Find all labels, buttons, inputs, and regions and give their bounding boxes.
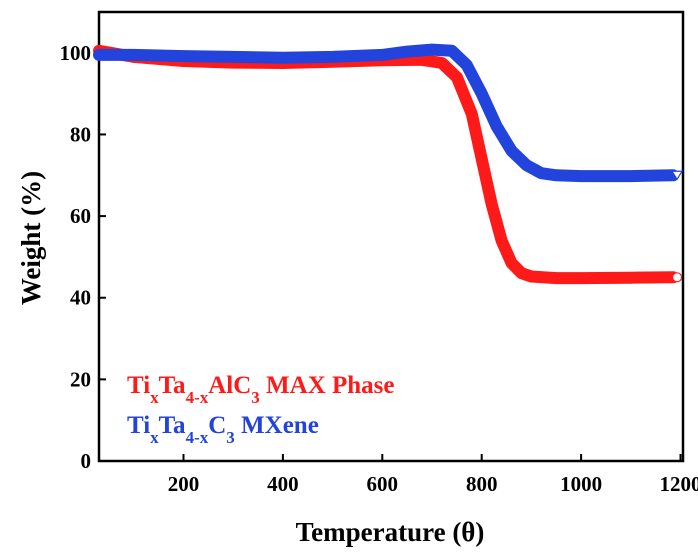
legend: TixTa4-xAlC3 MAX Phase TixTa4-xC3 MXene bbox=[127, 372, 395, 447]
x-axis-title: Temperature (θ) bbox=[296, 517, 485, 547]
y-tick-label: 100 bbox=[60, 41, 92, 65]
x-tick-label: 1000 bbox=[560, 472, 602, 496]
y-tick-label: 0 bbox=[81, 449, 92, 473]
series-layer bbox=[99, 50, 682, 282]
x-tick-label: 800 bbox=[466, 472, 498, 496]
x-tick-label: 600 bbox=[367, 472, 399, 496]
series-end-marker-1 bbox=[673, 273, 682, 282]
x-tick-label: 400 bbox=[267, 472, 299, 496]
y-tick-label: 20 bbox=[70, 367, 91, 391]
series-line-2 bbox=[99, 50, 673, 177]
y-tick-label: 40 bbox=[70, 286, 91, 310]
axes: 200 400 600 800 1000 1200 0 20 40 60 80 100 bbox=[60, 12, 698, 496]
y-tick-label: 80 bbox=[70, 122, 91, 146]
x-tick-label: 1200 bbox=[660, 472, 698, 496]
series-line-1 bbox=[99, 51, 673, 278]
x-tick-label: 200 bbox=[168, 472, 200, 496]
legend-label-1: TixTa4-xAlC3 MAX Phase bbox=[127, 372, 395, 407]
y-axis-title: Weight (%) bbox=[16, 171, 46, 305]
y-tick-label: 60 bbox=[70, 204, 91, 228]
legend-label-2: TixTa4-xC3 MXene bbox=[127, 412, 319, 447]
